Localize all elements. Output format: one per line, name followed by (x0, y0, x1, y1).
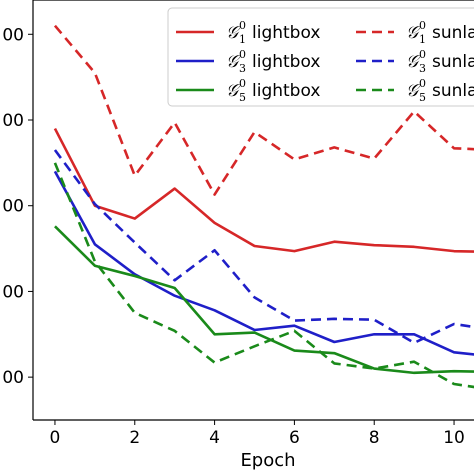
legend-superscript: 0 (419, 19, 426, 32)
series-line-sunlamp-5-dashed (53, 162, 474, 389)
legend-superscript: 0 (239, 48, 246, 61)
legend-symbol: 𝒢 (226, 23, 241, 43)
x-tick-label: 6 (289, 428, 300, 448)
legend-superscript: 0 (419, 48, 426, 61)
series-line-lightbox-1-solid (53, 127, 474, 253)
legend-box (167, 7, 474, 107)
legend-subscript: 1 (419, 33, 426, 46)
legend-subscript: 3 (239, 62, 246, 75)
y-tick-label: 00 (2, 197, 24, 217)
x-tick-label: 0 (50, 428, 61, 448)
series-lines (53, 24, 474, 389)
legend-superscript: 0 (239, 19, 246, 32)
legend-label: lightbox (252, 81, 320, 101)
legend-label: sunlamp (432, 23, 474, 43)
y-tick-label: 00 (2, 111, 24, 131)
series-line-sunlamp-3-dashed (53, 149, 474, 345)
x-tick-label: 10 (443, 428, 465, 448)
series-line-sunlamp-1-dashed (53, 24, 474, 196)
legend-label: lightbox (252, 23, 320, 43)
legend-subscript: 1 (239, 33, 246, 46)
legend-symbol: 𝒢 (226, 81, 241, 101)
legend-subscript: 3 (419, 62, 426, 75)
legend-symbol: 𝒢 (406, 52, 421, 72)
legend-label: lightbox (252, 52, 320, 72)
legend-subscript: 5 (239, 91, 246, 104)
x-tick-label: 2 (129, 428, 140, 448)
series-line-lightbox-3-solid (53, 170, 474, 356)
legend-symbol: 𝒢 (406, 23, 421, 43)
x-axis-title: Epoch (240, 450, 295, 471)
legend-label: sunlamp (432, 81, 474, 101)
y-tick-label: 00 (2, 25, 24, 45)
legend-symbol: 𝒢 (406, 81, 421, 101)
legend-label: sunlamp (432, 52, 474, 72)
legend-superscript: 0 (419, 77, 426, 90)
series-line-lightbox-5-solid (54, 225, 474, 375)
x-tick-label: 8 (369, 428, 380, 448)
y-tick-label: 00 (2, 282, 24, 302)
y-tick-label: 00 (2, 368, 24, 388)
legend-subscript: 5 (419, 91, 426, 104)
legend-superscript: 0 (239, 77, 246, 90)
legend-symbol: 𝒢 (226, 52, 241, 72)
x-tick-label: 4 (209, 428, 220, 448)
